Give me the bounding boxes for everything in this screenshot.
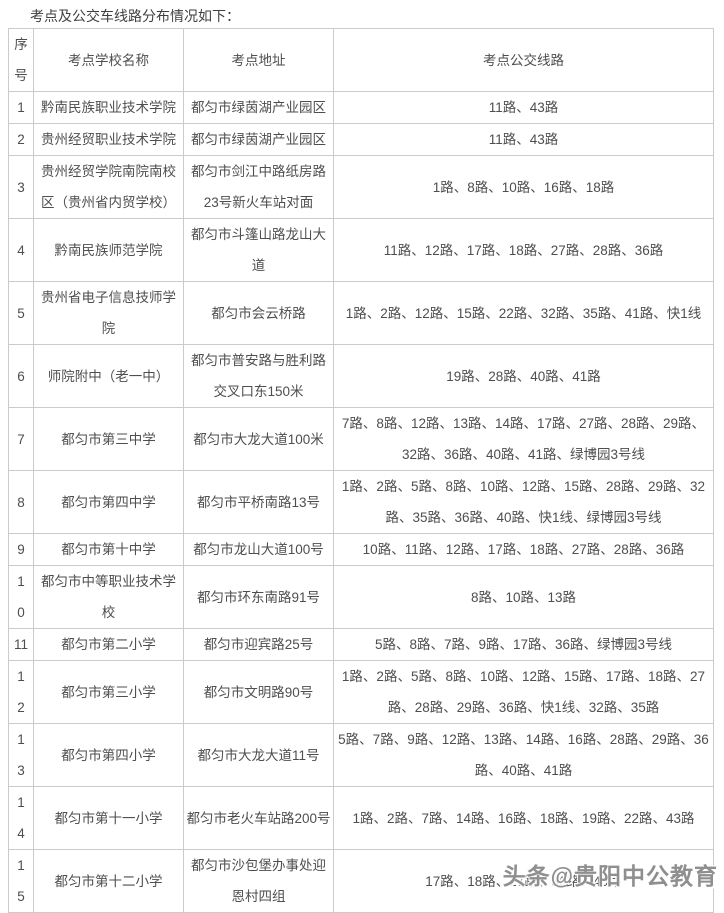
address-cell: 都匀市绿茵湖产业园区: [183, 91, 334, 124]
page-title: 考点及公交车线路分布情况如下：: [30, 8, 240, 24]
school-name-cell: 贵州省电子信息技师学院: [33, 281, 184, 345]
serial-number-cell: 12: [8, 660, 34, 724]
school-name-cell: 都匀市第十中学: [33, 533, 184, 566]
bus-routes-cell: 1路、2路、5路、8路、10路、12路、15路、28路、29路、32路、35路、…: [333, 470, 714, 534]
header-bus-routes: 考点公交线路: [333, 28, 714, 92]
school-name-cell: 黔南民族师范学院: [33, 218, 184, 282]
bus-routes-cell: 1路、2路、5路、8路、10路、12路、15路、17路、18路、27路、28路、…: [333, 660, 714, 724]
header-serial-number: 序号: [8, 28, 34, 92]
school-name-cell: 都匀市第十一小学: [33, 786, 184, 850]
bus-routes-cell: 1路、2路、7路、14路、16路、18路、19路、22路、43路: [333, 786, 714, 850]
serial-number-cell: 15: [8, 849, 34, 913]
bus-routes-cell: 11路、43路: [333, 123, 714, 156]
address-cell: 都匀市大龙大道11号: [183, 723, 334, 787]
address-cell: 都匀市绿茵湖产业园区: [183, 123, 334, 156]
header-school-name: 考点学校名称: [33, 28, 184, 92]
school-name-cell: 都匀市第四中学: [33, 470, 184, 534]
table-row: 4 黔南民族师范学院 都匀市斗篷山路龙山大道 11路、12路、17路、18路、2…: [8, 218, 714, 282]
address-cell: 都匀市普安路与胜利路交叉口东150米: [183, 344, 334, 408]
table-row: 6 师院附中（老一中） 都匀市普安路与胜利路交叉口东150米 19路、28路、4…: [8, 344, 714, 408]
address-cell: 都匀市沙包堡办事处迎恩村四组: [183, 849, 334, 913]
serial-number-cell: 1: [8, 91, 34, 124]
table-row: 2 贵州经贸职业技术学院 都匀市绿茵湖产业园区 11路、43路: [8, 123, 714, 156]
school-name-cell: 贵州经贸学院南院南校区（贵州省内贸学校）: [33, 155, 184, 219]
serial-number-cell: 8: [8, 470, 34, 534]
table-row: 9 都匀市第十中学 都匀市龙山大道100号 10路、11路、12路、17路、18…: [8, 533, 714, 566]
bus-routes-cell: 11路、43路: [333, 91, 714, 124]
exam-bus-routes-table: 序号 考点学校名称 考点地址 考点公交线路 1 黔南民族职业技术学院 都匀市绿茵…: [8, 28, 714, 913]
address-cell: 都匀市大龙大道100米: [183, 407, 334, 471]
table-row: 11 都匀市第二小学 都匀市迎宾路25号 5路、8路、7路、9路、17路、36路…: [8, 628, 714, 661]
table-row: 14 都匀市第十一小学 都匀市老火车站路200号 1路、2路、7路、14路、16…: [8, 786, 714, 850]
serial-number-cell: 3: [8, 155, 34, 219]
bus-routes-cell: 19路、28路、40路、41路: [333, 344, 714, 408]
serial-number-cell: 13: [8, 723, 34, 787]
school-name-cell: 都匀市第三中学: [33, 407, 184, 471]
table-row: 8 都匀市第四中学 都匀市平桥南路13号 1路、2路、5路、8路、10路、12路…: [8, 470, 714, 534]
school-name-cell: 都匀市第十二小学: [33, 849, 184, 913]
school-name-cell: 都匀市第二小学: [33, 628, 184, 661]
serial-number-cell: 4: [8, 218, 34, 282]
table-row: 3 贵州经贸学院南院南校区（贵州省内贸学校） 都匀市剑江中路纸房路23号新火车站…: [8, 155, 714, 219]
table-row: 7 都匀市第三中学 都匀市大龙大道100米 7路、8路、12路、13路、14路、…: [8, 407, 714, 471]
address-cell: 都匀市老火车站路200号: [183, 786, 334, 850]
table-row: 12 都匀市第三小学 都匀市文明路90号 1路、2路、5路、8路、10路、12路…: [8, 660, 714, 724]
address-cell: 都匀市文明路90号: [183, 660, 334, 724]
bus-routes-cell: 11路、12路、17路、18路、27路、28路、36路: [333, 218, 714, 282]
table-row: 10 都匀市中等职业技术学校 都匀市环东南路91号 8路、10路、13路: [8, 565, 714, 629]
header-address: 考点地址: [183, 28, 334, 92]
address-cell: 都匀市迎宾路25号: [183, 628, 334, 661]
bus-routes-cell: 8路、10路、13路: [333, 565, 714, 629]
bus-routes-cell: 10路、11路、12路、17路、18路、27路、28路、36路: [333, 533, 714, 566]
address-cell: 都匀市平桥南路13号: [183, 470, 334, 534]
table-row: 5 贵州省电子信息技师学院 都匀市会云桥路 1路、2路、12路、15路、22路、…: [8, 281, 714, 345]
school-name-cell: 师院附中（老一中）: [33, 344, 184, 408]
bus-routes-cell: 5路、7路、9路、12路、13路、14路、16路、28路、29路、36路、40路…: [333, 723, 714, 787]
bus-routes-cell: 1路、8路、10路、16路、18路: [333, 155, 714, 219]
bus-routes-cell: 7路、8路、12路、13路、14路、17路、27路、28路、29路、32路、36…: [333, 407, 714, 471]
serial-number-cell: 9: [8, 533, 34, 566]
school-name-cell: 都匀市中等职业技术学校: [33, 565, 184, 629]
bus-routes-cell: 5路、8路、7路、9路、17路、36路、绿博园3号线: [333, 628, 714, 661]
address-cell: 都匀市会云桥路: [183, 281, 334, 345]
school-name-cell: 都匀市第三小学: [33, 660, 184, 724]
school-name-cell: 黔南民族职业技术学院: [33, 91, 184, 124]
serial-number-cell: 14: [8, 786, 34, 850]
table-row: 15 都匀市第十二小学 都匀市沙包堡办事处迎恩村四组 17路、18路、27路、3…: [8, 849, 714, 913]
table-row: 13 都匀市第四小学 都匀市大龙大道11号 5路、7路、9路、12路、13路、1…: [8, 723, 714, 787]
address-cell: 都匀市环东南路91号: [183, 565, 334, 629]
serial-number-cell: 5: [8, 281, 34, 345]
serial-number-cell: 2: [8, 123, 34, 156]
serial-number-cell: 10: [8, 565, 34, 629]
bus-routes-cell: 17路、18路、27路、36路、40路: [333, 849, 714, 913]
bus-routes-cell: 1路、2路、12路、15路、22路、32路、35路、41路、快1线: [333, 281, 714, 345]
address-cell: 都匀市斗篷山路龙山大道: [183, 218, 334, 282]
address-cell: 都匀市龙山大道100号: [183, 533, 334, 566]
serial-number-cell: 7: [8, 407, 34, 471]
address-cell: 都匀市剑江中路纸房路23号新火车站对面: [183, 155, 334, 219]
school-name-cell: 贵州经贸职业技术学院: [33, 123, 184, 156]
table-row: 1 黔南民族职业技术学院 都匀市绿茵湖产业园区 11路、43路: [8, 91, 714, 124]
serial-number-cell: 11: [8, 628, 34, 661]
serial-number-cell: 6: [8, 344, 34, 408]
school-name-cell: 都匀市第四小学: [33, 723, 184, 787]
table-header-row: 序号 考点学校名称 考点地址 考点公交线路: [8, 28, 714, 92]
